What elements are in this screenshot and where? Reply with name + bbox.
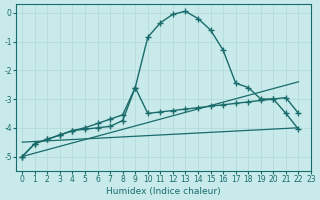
X-axis label: Humidex (Indice chaleur): Humidex (Indice chaleur) xyxy=(106,187,221,196)
